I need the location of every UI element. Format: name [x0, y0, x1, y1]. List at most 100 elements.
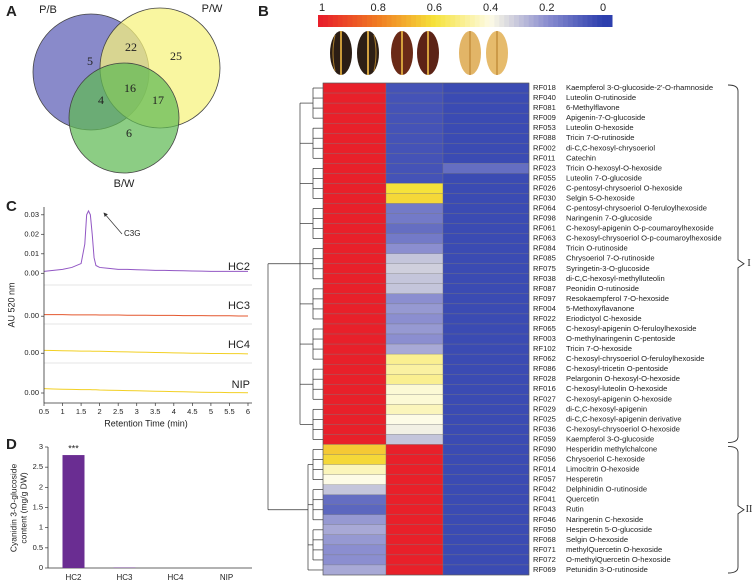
- row-id: RF062: [533, 354, 556, 363]
- y-tick-label: 1: [39, 523, 43, 532]
- row-name: Pelargonin O-hexosyl-O-hexoside: [566, 374, 680, 383]
- heat-cell: [322, 323, 387, 335]
- row-name: 6-Methylflavone: [566, 103, 620, 112]
- colorbar-slice: [494, 15, 500, 27]
- y-tick-label: 2: [39, 482, 43, 491]
- row-id: RF026: [533, 183, 556, 192]
- row-id: RF064: [533, 204, 556, 213]
- heat-cell: [442, 143, 530, 154]
- heat-cell: [322, 514, 387, 525]
- heat-cell: [322, 363, 387, 375]
- colorbar-slice: [435, 15, 441, 27]
- heat-cell: [442, 384, 530, 395]
- row-name: Catechin: [566, 153, 596, 162]
- colorbar-tick-label: 0.2: [539, 2, 554, 14]
- heat-cell: [385, 504, 444, 515]
- x-tick-label: 4.5: [187, 407, 197, 416]
- heat-cell: [442, 92, 530, 104]
- colorbar-slice: [386, 15, 392, 27]
- heat-cell: [385, 444, 444, 455]
- row-id: RF087: [533, 284, 556, 293]
- heat-cell: [322, 283, 387, 295]
- heat-cell: [322, 153, 387, 164]
- trace: [43, 388, 249, 394]
- row-name: Tricin 7-O-hexoside: [566, 344, 632, 353]
- heat-cell: [385, 424, 444, 435]
- row-id: RF002: [533, 143, 556, 152]
- heat-cell: [442, 464, 530, 475]
- region-count: 25: [170, 49, 182, 63]
- colorbar-slice: [582, 15, 588, 27]
- region-count: 17: [152, 93, 164, 107]
- heat-cell: [385, 544, 444, 556]
- heat-cell: [385, 203, 444, 214]
- colorbar-slice: [563, 15, 569, 27]
- heat-cell: [322, 243, 387, 254]
- x-tick-label: 0.5: [39, 407, 49, 416]
- heat-cell: [322, 213, 387, 224]
- heat-cell: [322, 384, 387, 395]
- x-tick-label: 6: [246, 407, 250, 416]
- colorbar-tick-label: 0: [600, 2, 606, 14]
- heat-cell: [385, 263, 444, 274]
- heat-cell: [385, 343, 444, 355]
- colorbar-slice: [489, 15, 495, 27]
- heat-cell: [322, 143, 387, 154]
- heat-cell: [385, 384, 444, 395]
- row-id: RF014: [533, 465, 556, 474]
- heat-cell: [385, 313, 444, 325]
- row-name: C-hexosyl-luteolin O-hexoside: [566, 384, 667, 393]
- row-id: RF065: [533, 324, 556, 333]
- colorbar-tick-label: 1: [319, 2, 325, 14]
- heat-cell: [442, 454, 530, 465]
- annotation: ***: [68, 443, 79, 453]
- heat-cell: [385, 273, 444, 284]
- row-name: Apigenin-7-O-glucoside: [566, 113, 645, 122]
- colorbar-tick-label: 0.6: [427, 2, 442, 14]
- y-tick-label: 0.00: [24, 311, 39, 320]
- trace-label: HC2: [228, 261, 250, 273]
- row-id: RF030: [533, 193, 556, 202]
- row-name: Kaempferol 3-O-glucoside-2'-O-rhamnoside: [566, 83, 713, 92]
- x-tick-label: HC4: [167, 573, 184, 582]
- y-tick-label: 0.01: [24, 249, 39, 258]
- row-id: RF072: [533, 555, 556, 564]
- annotation-arrow: [103, 212, 123, 235]
- colorbar-slice: [514, 15, 520, 27]
- colorbar-slice: [558, 15, 564, 27]
- y-tick-label: 0.02: [24, 229, 39, 238]
- row-id: RF056: [533, 455, 556, 464]
- group-bracket: [727, 84, 745, 443]
- venn-set: [68, 62, 180, 174]
- group-bracket: [727, 446, 745, 574]
- colorbar-slice: [548, 15, 554, 27]
- heat-cell: [442, 133, 530, 144]
- row-name: Delphinidin O-rutinoside: [566, 485, 647, 494]
- row-id: RF042: [533, 485, 556, 494]
- heat-cell: [442, 82, 530, 94]
- row-name: Chrysoeriol 7-O-rutinoside: [566, 254, 655, 263]
- heat-cell: [442, 394, 530, 405]
- heat-cell: [322, 474, 387, 485]
- heat-cell: [385, 163, 444, 174]
- colorbar-slice: [440, 15, 446, 27]
- row-name: Peonidin O-rutinoside: [566, 284, 639, 293]
- row-name: Quercetin: [566, 495, 599, 504]
- row-id: RF027: [533, 394, 556, 403]
- row-id: RF038: [533, 274, 556, 283]
- y-tick-label: 0.5: [33, 543, 43, 552]
- colorbar-slice: [396, 15, 402, 27]
- row-id: RF043: [533, 505, 556, 514]
- heat-cell: [442, 233, 530, 244]
- row-name: Limocitrin O-hexoside: [566, 465, 639, 474]
- heat-cell: [442, 213, 530, 224]
- row-name: methylQuercetin O-hexoside: [566, 545, 662, 554]
- colorbar-slice: [607, 15, 613, 27]
- heat-cell: [385, 374, 444, 385]
- colorbar-slice: [567, 15, 574, 27]
- y-tick-label: 0.00: [24, 348, 39, 357]
- colorbar-slice: [474, 15, 481, 27]
- heat-cell: [385, 102, 444, 114]
- heat-cell: [385, 494, 444, 505]
- heat-cell: [442, 153, 530, 164]
